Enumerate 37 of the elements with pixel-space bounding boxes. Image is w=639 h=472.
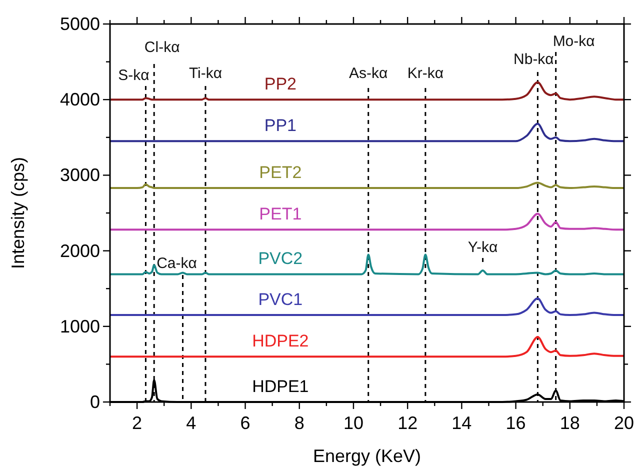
y-tick-label: 1000 — [60, 316, 100, 336]
series-label: PP2 — [264, 74, 296, 94]
ref-line-label: As-kα — [349, 65, 388, 82]
x-tick-label: 12 — [398, 413, 418, 433]
ref-line-label: Kr-kα — [407, 65, 444, 82]
x-tick-label: 6 — [240, 413, 250, 433]
series-label: PET2 — [259, 163, 302, 182]
y-tick-label: 3000 — [60, 165, 100, 186]
y-axis-title: Intensity (cps) — [8, 156, 28, 270]
ref-line-label: Ca-kα — [156, 255, 198, 272]
ref-line-label: Nb-kα — [514, 51, 554, 68]
x-tick-label: 8 — [294, 413, 304, 433]
series-label: PET1 — [259, 204, 302, 224]
x-tick-label: 10 — [343, 413, 364, 433]
x-tick-label: 2 — [132, 413, 142, 433]
x-tick-label: 4 — [186, 413, 196, 433]
x-axis-title: Energy (KeV) — [312, 446, 422, 466]
x-tick-label: 16 — [506, 413, 526, 433]
series-label: PP1 — [264, 116, 296, 136]
ref-line-label: Cl-kα — [144, 39, 180, 56]
series-label: HDPE2 — [252, 332, 309, 351]
x-tick-label: 18 — [560, 413, 580, 433]
y-tick-label: 5000 — [60, 14, 100, 34]
y-tick-label: 4000 — [60, 90, 100, 110]
ref-line-label: Ti-kα — [188, 65, 222, 82]
series-label: PVC2 — [258, 249, 303, 268]
x-tick-label: 14 — [452, 413, 472, 433]
series-label: HDPE1 — [252, 377, 309, 396]
series-label: PVC1 — [258, 290, 303, 310]
y-tick-label: 2000 — [60, 240, 100, 261]
x-tick-label: 20 — [614, 413, 634, 433]
ref-line-label: S-kα — [118, 67, 150, 84]
ref-line-label: Y-kα — [468, 239, 498, 256]
line-series — [109, 336, 625, 358]
y-tick-label: 0 — [90, 392, 100, 412]
line-series — [109, 254, 625, 276]
ref-line-label: Mo-kα — [552, 33, 596, 50]
